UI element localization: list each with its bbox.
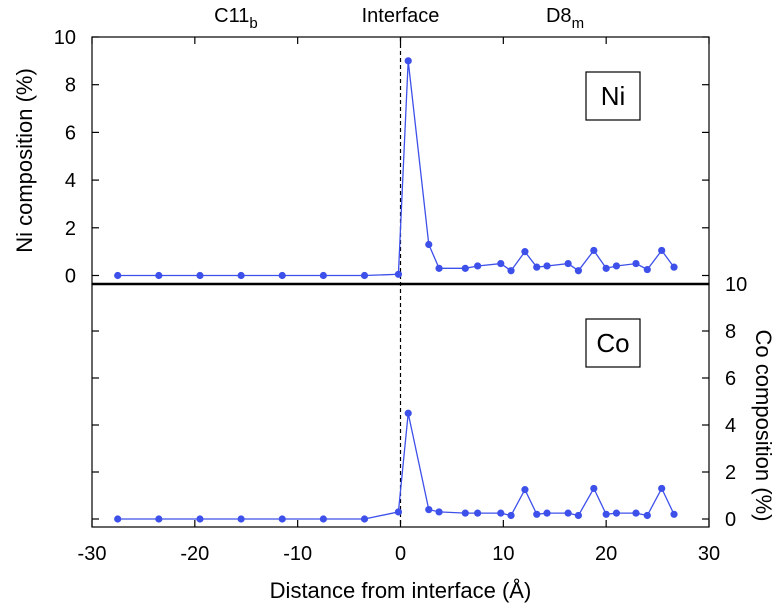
data-point-co <box>632 509 640 517</box>
data-point-co <box>435 508 443 516</box>
region-label-subscript: m <box>572 15 585 32</box>
y-tick-label-co: 6 <box>725 368 736 390</box>
data-point-co <box>564 509 572 517</box>
y-tick-label-ni: 2 <box>65 218 76 240</box>
x-tick-label: 30 <box>698 543 720 565</box>
data-point-co <box>394 508 403 516</box>
y-tick-label-ni: 10 <box>54 27 76 49</box>
data-point-ni <box>590 246 598 255</box>
data-point-ni <box>278 271 286 280</box>
data-point-co <box>497 509 505 517</box>
data-point-ni <box>632 259 640 268</box>
data-point-ni <box>404 57 412 65</box>
data-point-ni <box>461 264 469 272</box>
data-point-ni <box>521 248 529 256</box>
data-point-co <box>155 515 163 523</box>
data-point-ni <box>425 240 433 249</box>
data-point-ni <box>360 271 369 280</box>
data-point-co <box>474 509 482 517</box>
data-point-ni <box>507 267 515 275</box>
data-point-co <box>543 509 551 517</box>
data-point-ni <box>319 271 327 280</box>
data-point-ni <box>612 262 621 270</box>
y-axis-title-co: Co composition (%) <box>751 330 776 522</box>
panel-label-box-ni <box>585 71 641 121</box>
y-tick-label-co: 10 <box>725 274 747 296</box>
panel-label-ni: Ni <box>601 81 626 111</box>
data-point-co <box>461 509 469 517</box>
data-point-ni <box>543 262 551 270</box>
x-tick-label: -30 <box>78 543 107 565</box>
data-point-ni <box>237 271 245 280</box>
data-point-ni <box>564 259 572 268</box>
data-point-ni <box>155 271 163 280</box>
data-point-ni <box>574 267 583 275</box>
data-point-co <box>507 511 515 520</box>
data-point-ni <box>533 263 541 271</box>
data-point-ni <box>643 265 651 274</box>
y-tick-label-ni: 4 <box>65 170 76 192</box>
region-label: Interface <box>362 5 440 27</box>
data-point-co <box>602 510 610 518</box>
panel-label-box-co <box>585 318 641 368</box>
data-point-co <box>360 515 369 523</box>
region-label-main: D8 <box>546 5 572 27</box>
y-tick-label-ni: 6 <box>65 122 76 144</box>
panel-label-co: Co <box>596 328 629 358</box>
data-point-co <box>643 511 651 520</box>
region-label-subscript: b <box>249 15 257 32</box>
x-tick-label: -10 <box>283 543 312 565</box>
region-label: C11b <box>214 5 258 32</box>
region-label-main: C11 <box>214 5 249 27</box>
y-tick-label-co: 0 <box>725 509 736 531</box>
data-point-ni <box>394 270 403 278</box>
data-point-co <box>612 509 621 517</box>
y-tick-label-co: 4 <box>725 415 736 437</box>
region-label: D8m <box>546 5 584 32</box>
series-line-co <box>117 413 675 520</box>
x-tick-label: 0 <box>395 543 406 565</box>
y-tick-label-co: 8 <box>725 321 736 343</box>
data-point-co <box>404 409 412 417</box>
data-point-ni <box>670 263 678 271</box>
data-point-co <box>425 506 433 514</box>
data-point-co <box>196 515 204 523</box>
data-point-ni <box>114 271 122 280</box>
data-point-co <box>533 510 541 518</box>
data-point-co <box>658 484 666 493</box>
data-point-co <box>521 486 529 494</box>
data-point-co <box>114 515 122 523</box>
data-point-ni <box>497 259 505 268</box>
y-tick-label-ni: 0 <box>65 266 76 288</box>
data-point-co <box>574 511 583 520</box>
data-point-ni <box>196 271 204 280</box>
data-point-co <box>670 510 678 518</box>
data-point-co <box>237 515 245 523</box>
x-tick-label: 20 <box>595 543 617 565</box>
data-point-ni <box>602 264 610 272</box>
data-point-co <box>319 515 327 523</box>
x-tick-label: 10 <box>492 543 514 565</box>
data-point-ni <box>658 246 666 255</box>
data-point-ni <box>435 264 443 272</box>
data-point-ni <box>474 262 482 270</box>
data-point-co <box>590 484 598 493</box>
y-axis-title-ni: Ni composition (%) <box>12 68 37 253</box>
x-tick-label: -20 <box>180 543 209 565</box>
y-tick-label-ni: 8 <box>65 75 76 97</box>
y-tick-label-co: 2 <box>725 462 736 484</box>
data-point-co <box>278 515 286 523</box>
x-axis-title: Distance from interface (Å) <box>270 578 532 603</box>
region-label-main: Interface <box>362 5 440 27</box>
